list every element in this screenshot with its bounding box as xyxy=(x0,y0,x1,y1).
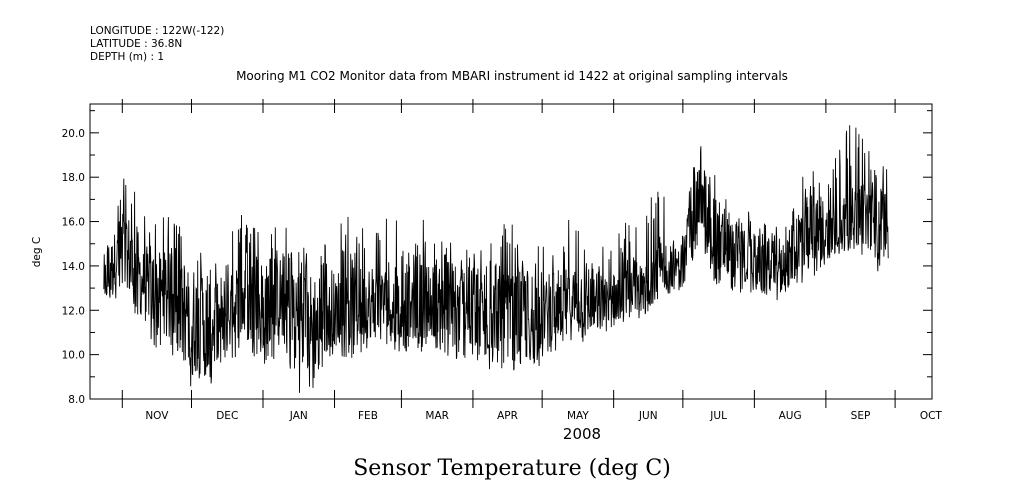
x-tick-label: JAN xyxy=(289,410,308,422)
series-sensor-temperature xyxy=(103,125,889,393)
y-tick-label: 12.0 xyxy=(62,305,85,317)
bottom-title: Sensor Temperature (deg C) xyxy=(353,456,671,481)
x-tick-label: JUL xyxy=(709,410,727,422)
longitude-label: LONGITUDE : 122W(-122) xyxy=(90,25,224,37)
x-axis: NOV DEC JAN FEB MAR APR MAY JUN JUL AUG SEP OCT xyxy=(121,99,943,422)
y-tick-label: 8.0 xyxy=(68,394,85,406)
y-tick-label: 14.0 xyxy=(62,261,85,273)
y-axis: 8.0 10.0 12.0 14.0 16.0 18.0 20.0 xyxy=(62,110,932,406)
y-tick-label: 20.0 xyxy=(62,128,85,140)
x-tick-label: SEP xyxy=(851,410,871,422)
x-tick-label: AUG xyxy=(779,410,802,422)
x-tick-label: DEC xyxy=(216,410,238,422)
x-tick-label: JUN xyxy=(638,410,658,422)
y-tick-label: 16.0 xyxy=(62,217,85,229)
x-tick-label: MAR xyxy=(425,410,449,422)
x-axis-label: 2008 xyxy=(563,425,601,443)
series-line xyxy=(103,125,889,393)
y-tick-label: 10.0 xyxy=(62,350,85,362)
plot-frame xyxy=(89,103,933,400)
depth-label: DEPTH (m) : 1 xyxy=(90,51,164,63)
x-tick-label: FEB xyxy=(358,410,378,422)
chart-title: Mooring M1 CO2 Monitor data from MBARI i… xyxy=(236,69,788,83)
x-tick-label: APR xyxy=(497,410,518,422)
x-tick-label: OCT xyxy=(920,410,943,422)
x-tick-label: NOV xyxy=(145,410,169,422)
latitude-label: LATITUDE : 36.8N xyxy=(90,38,182,50)
y-tick-label: 18.0 xyxy=(62,172,85,184)
y-axis-label: deg C xyxy=(31,237,43,267)
x-tick-label: MAY xyxy=(567,410,589,422)
